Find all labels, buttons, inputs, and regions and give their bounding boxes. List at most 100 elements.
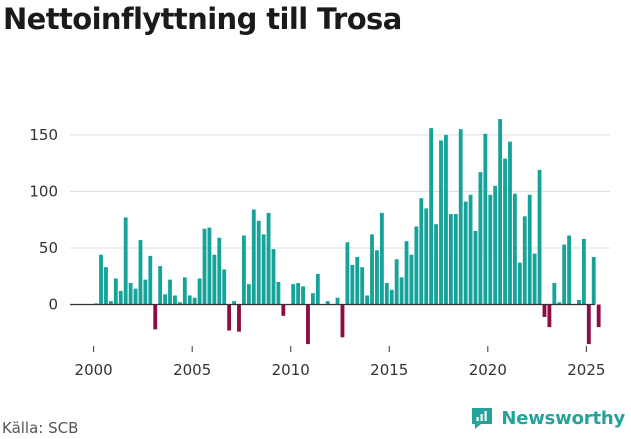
bar <box>325 301 330 305</box>
bar <box>192 297 197 305</box>
bar <box>375 250 379 305</box>
x-tick-label: 2000 <box>75 361 113 379</box>
bar <box>453 214 458 305</box>
bar <box>419 198 424 305</box>
bar <box>448 214 453 305</box>
bar <box>246 284 251 305</box>
bar <box>522 216 527 305</box>
brand-name: Newsworthy <box>501 407 625 429</box>
y-tick-label: 50 <box>39 239 58 257</box>
bar <box>458 129 463 305</box>
bar <box>434 224 438 305</box>
bar <box>296 283 301 305</box>
bar <box>527 194 532 305</box>
bar <box>488 194 493 305</box>
bar <box>537 169 542 305</box>
bar <box>113 278 118 305</box>
bar <box>138 240 143 305</box>
bar <box>123 217 128 305</box>
bar <box>512 193 517 305</box>
bar <box>281 304 286 316</box>
bar <box>552 283 557 305</box>
bar <box>310 293 315 305</box>
bar <box>212 254 217 305</box>
bar <box>153 304 158 330</box>
bar <box>182 277 187 305</box>
bars <box>94 119 601 345</box>
bar <box>128 283 133 305</box>
bar <box>271 249 276 305</box>
bar <box>232 301 236 305</box>
bar <box>173 295 177 305</box>
bar <box>177 302 182 305</box>
bar <box>143 279 148 305</box>
bar <box>557 302 562 305</box>
bar <box>562 244 567 305</box>
bar <box>409 254 414 305</box>
bar <box>596 304 601 328</box>
bar <box>251 209 256 305</box>
y-axis-ticks: 0 50 100 150 <box>29 126 58 314</box>
bar <box>384 283 389 305</box>
bar <box>463 201 468 305</box>
bar <box>276 281 281 305</box>
bar <box>586 304 591 345</box>
brand-logo: Newsworthy <box>469 405 625 431</box>
bar <box>99 254 103 305</box>
bar <box>424 208 429 305</box>
bar <box>394 259 399 305</box>
chart: 0 50 100 150 2000 2005 2010 2015 2020 2025 <box>29 119 610 379</box>
y-tick-label: 150 <box>29 126 58 144</box>
bar <box>355 257 360 305</box>
bar <box>542 304 547 317</box>
bar <box>227 304 232 331</box>
bar <box>360 267 365 305</box>
bar <box>256 220 261 305</box>
bar <box>187 295 192 305</box>
bar <box>202 228 207 305</box>
bar <box>370 234 374 305</box>
bar <box>498 119 503 305</box>
bar <box>414 226 419 305</box>
x-tick-label: 2010 <box>272 361 310 379</box>
bar <box>340 304 345 338</box>
bar <box>168 279 172 305</box>
bar <box>108 301 113 305</box>
bar <box>503 158 507 305</box>
bar <box>242 235 246 305</box>
bar <box>379 212 384 305</box>
bar <box>301 286 305 305</box>
bar <box>158 266 163 305</box>
bar <box>517 262 522 305</box>
bar <box>222 269 227 305</box>
source-label: Källa: SCB <box>2 419 79 437</box>
bar <box>439 140 443 305</box>
x-tick-label: 2020 <box>469 361 507 379</box>
bar <box>404 241 409 305</box>
bar <box>306 304 310 345</box>
bar <box>591 257 596 305</box>
bar <box>399 277 404 305</box>
bar <box>350 264 355 305</box>
bar <box>163 294 168 305</box>
bar <box>118 290 123 305</box>
x-axis-ticks: 2000 2005 2010 2015 2020 2025 <box>75 346 605 379</box>
bar <box>315 273 320 305</box>
bar <box>468 194 473 305</box>
bar <box>148 255 153 305</box>
bar <box>197 278 202 305</box>
bar <box>547 304 552 328</box>
bar <box>444 134 448 305</box>
bar <box>577 299 581 305</box>
bar <box>365 295 370 305</box>
bar <box>493 185 498 305</box>
chart-title: Nettoinflyttning till Trosa <box>3 2 402 36</box>
bar <box>581 238 586 305</box>
bar <box>508 141 512 305</box>
bar <box>567 235 572 305</box>
x-tick-label: 2015 <box>370 361 408 379</box>
bar <box>217 237 222 305</box>
bar <box>335 297 340 305</box>
bar <box>261 234 266 305</box>
gridlines <box>70 134 610 249</box>
